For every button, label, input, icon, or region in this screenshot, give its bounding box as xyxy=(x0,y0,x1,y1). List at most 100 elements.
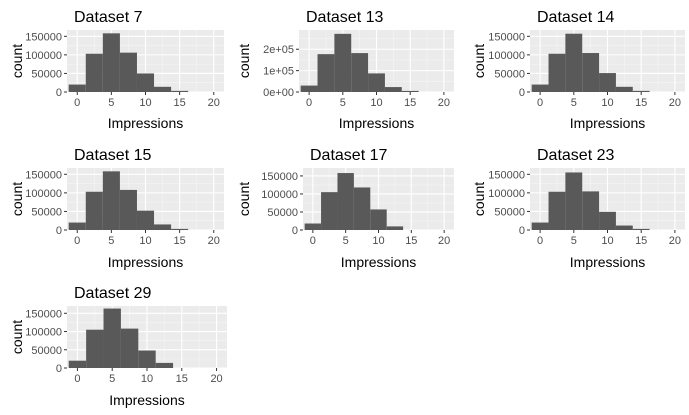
panel-title: Dataset 29 xyxy=(74,285,151,302)
y-tick-label: 50000 xyxy=(31,68,62,80)
histogram-bar xyxy=(120,328,139,368)
x-tick-label: 10 xyxy=(372,235,384,247)
histogram-bar xyxy=(154,224,172,230)
histogram-bar xyxy=(136,210,155,230)
panel-title: Dataset 13 xyxy=(306,9,383,26)
histogram-bar xyxy=(531,222,549,230)
histogram-bar xyxy=(317,54,335,92)
x-tick-label: 20 xyxy=(669,235,681,247)
x-tick-label: 5 xyxy=(109,373,115,385)
y-tick-label: 100000 xyxy=(25,188,62,200)
y-tick-label: 1e+05 xyxy=(263,66,294,78)
chart-panel: 0 5 10 15 20 0 50000 100000 150000 Dataset 29 Impr… xyxy=(9,285,227,408)
y-tick-label: 100000 xyxy=(488,50,525,62)
x-tick-label: 0 xyxy=(310,235,316,247)
x-axis-title: Impressions xyxy=(109,392,184,408)
chart-panel: 0 5 10 15 20 0e+00 1e+05 2e+05 Dataset 13 Impress… xyxy=(236,9,454,131)
y-tick-label: 50000 xyxy=(494,206,525,218)
histogram-bar xyxy=(370,209,387,230)
histogram-bar xyxy=(68,360,87,368)
histogram-bar xyxy=(401,90,419,92)
x-tick-label: 0 xyxy=(74,235,80,247)
x-tick-label: 15 xyxy=(174,235,186,247)
x-tick-label: 10 xyxy=(139,235,151,247)
y-tick-label: 0 xyxy=(56,225,62,237)
x-axis-title: Impressions xyxy=(570,115,645,131)
y-tick-label: 100000 xyxy=(25,327,62,339)
histogram-bar xyxy=(138,350,156,368)
histogram-bar xyxy=(119,52,137,92)
x-tick-label: 0 xyxy=(537,97,543,109)
histogram-bar xyxy=(351,53,369,92)
panel-title: Dataset 14 xyxy=(537,9,614,26)
y-tick-label: 100000 xyxy=(488,188,525,200)
x-tick-label: 20 xyxy=(210,373,222,385)
chart-panel: 0 5 10 15 20 0 50000 100000 150000 Dataset 7 Impre… xyxy=(9,9,224,131)
x-tick-label: 5 xyxy=(108,235,114,247)
histogram-bar xyxy=(334,33,352,92)
histogram-bar xyxy=(102,171,120,230)
y-tick-label: 50000 xyxy=(31,345,62,357)
histogram-bar xyxy=(85,191,103,230)
histogram-bar xyxy=(337,173,354,230)
x-tick-label: 15 xyxy=(176,373,188,385)
x-tick-label: 0 xyxy=(537,235,543,247)
y-tick-label: 0e+00 xyxy=(263,87,294,99)
y-tick-label: 0 xyxy=(56,363,62,375)
x-tick-label: 10 xyxy=(601,235,613,247)
chart-panel: 0 5 10 15 20 0 50000 100000 150000 Dataset 23 Impr… xyxy=(471,147,685,270)
histogram-bar xyxy=(171,228,189,230)
histogram-bar xyxy=(582,191,600,230)
y-tick-label: 150000 xyxy=(261,171,298,183)
histogram-bar xyxy=(68,222,86,230)
y-tick-label: 150000 xyxy=(488,31,525,43)
histogram-bar xyxy=(321,192,338,230)
histogram-bar xyxy=(155,362,174,368)
histogram-bar xyxy=(68,84,86,92)
x-axis-title: Impressions xyxy=(339,115,414,131)
x-tick-label: 15 xyxy=(635,97,647,109)
panel-title: Dataset 7 xyxy=(74,9,143,26)
x-tick-label: 0 xyxy=(74,97,80,109)
histogram-bar xyxy=(119,189,137,230)
histogram-bar xyxy=(548,53,566,92)
x-tick-label: 0 xyxy=(74,373,80,385)
y-tick-label: 0 xyxy=(519,225,525,237)
x-tick-label: 20 xyxy=(438,97,450,109)
x-tick-label: 5 xyxy=(343,235,349,247)
histogram-bar xyxy=(599,73,616,92)
y-tick-label: 150000 xyxy=(25,308,62,320)
x-tick-label: 15 xyxy=(404,97,416,109)
x-tick-label: 5 xyxy=(108,97,114,109)
histogram-bar xyxy=(154,86,172,92)
histogram-bar xyxy=(582,53,600,92)
y-axis-title: count xyxy=(236,182,252,216)
histogram-bar xyxy=(615,225,633,230)
x-axis-title: Impressions xyxy=(108,115,183,131)
x-tick-label: 5 xyxy=(340,97,346,109)
histogram-bar xyxy=(599,211,616,230)
panel-title: Dataset 23 xyxy=(537,147,614,164)
histogram-bar xyxy=(103,308,121,368)
histogram-bar xyxy=(136,73,155,92)
histogram-bar xyxy=(102,33,120,92)
x-tick-label: 15 xyxy=(405,235,417,247)
y-axis-title: count xyxy=(471,182,487,216)
y-tick-label: 150000 xyxy=(488,169,525,181)
x-tick-label: 0 xyxy=(306,97,312,109)
x-tick-label: 20 xyxy=(208,235,220,247)
y-tick-label: 100000 xyxy=(261,189,298,201)
histogram-bar xyxy=(304,223,322,230)
histogram-bar xyxy=(565,172,583,230)
histogram-bar xyxy=(632,228,650,230)
x-tick-label: 10 xyxy=(601,97,613,109)
histogram-bar xyxy=(632,90,650,92)
chart-panel: 0 5 10 15 20 0 50000 100000 150000 Dataset 15 Impr… xyxy=(9,147,224,270)
x-tick-label: 15 xyxy=(174,97,186,109)
histogram-bar xyxy=(368,73,385,92)
x-axis-title: Impressions xyxy=(341,254,416,270)
y-tick-label: 0 xyxy=(292,225,298,237)
x-tick-label: 10 xyxy=(370,97,382,109)
y-tick-label: 100000 xyxy=(25,50,62,62)
